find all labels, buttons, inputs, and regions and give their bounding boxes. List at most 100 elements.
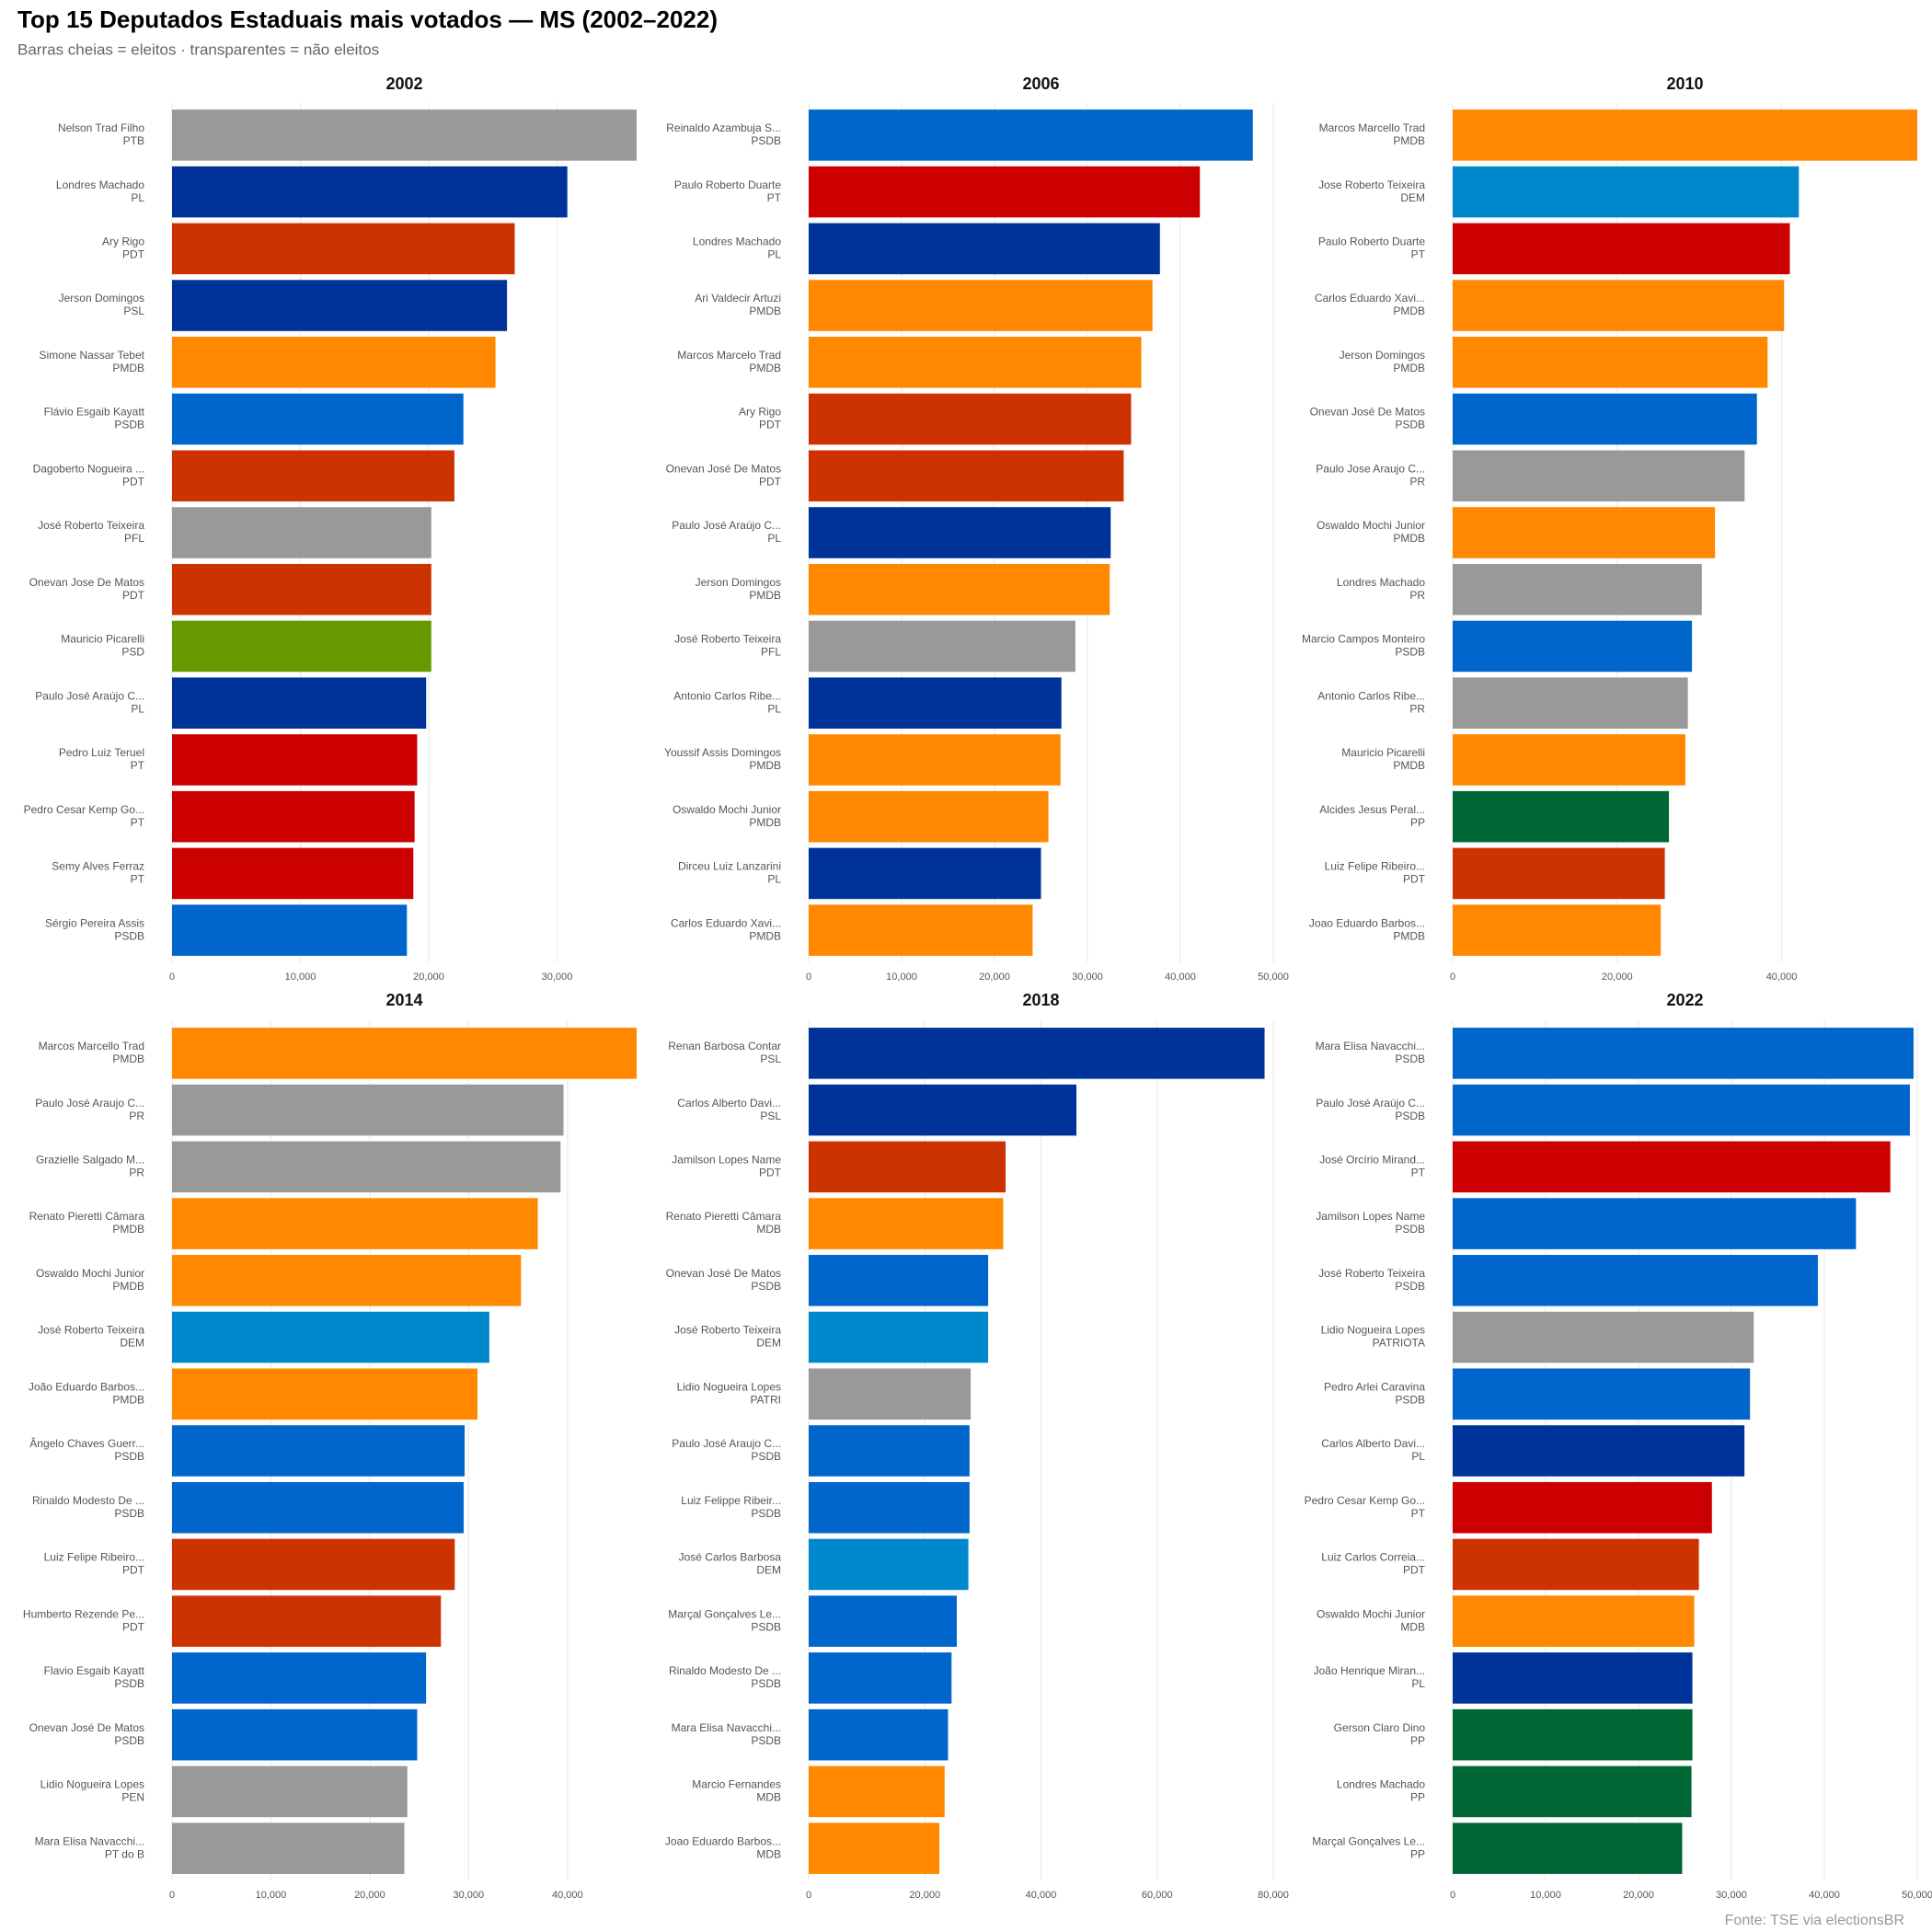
panel-title: 2014	[385, 991, 422, 1009]
bar	[172, 393, 464, 445]
category-label: Lidio Nogueira Lopes	[40, 1778, 144, 1791]
category-label: Luiz Carlos Correia...	[1321, 1551, 1425, 1564]
category-label: Oswaldo Mochi Junior	[1317, 519, 1425, 532]
category-label: Pedro Cesar Kemp Go...	[1305, 1494, 1425, 1507]
party-label: PSDB	[751, 1620, 781, 1633]
bar	[172, 280, 508, 331]
x-tick-label: 50,000	[1902, 1890, 1932, 1901]
party-label: DEM	[1400, 191, 1425, 204]
category-label: Ângelo Chaves Guerr...	[29, 1436, 144, 1450]
category-label: Lidio Nogueira Lopes	[677, 1380, 781, 1393]
x-tick-label: 30,000	[1072, 972, 1103, 983]
panel-title: 2018	[1022, 991, 1059, 1009]
category-label: Paulo José Araujo C...	[35, 1097, 144, 1110]
bar	[1453, 1368, 1751, 1420]
party-label: PL	[131, 702, 144, 715]
x-tick-label: 0	[169, 972, 175, 983]
party-label: PSDB	[1395, 1393, 1425, 1406]
category-label: Marcio Campos Monteiro	[1302, 633, 1425, 646]
bar	[1453, 563, 1702, 615]
bar	[809, 677, 1062, 729]
party-label: PDT	[122, 475, 145, 488]
category-label: Luiz Felipe Ribeiro...	[44, 1551, 144, 1564]
x-tick-label: 20,000	[909, 1890, 940, 1901]
party-label: PDT	[759, 419, 782, 431]
bar	[172, 1595, 442, 1647]
bar	[172, 1198, 538, 1249]
category-label: Onevan José De Matos	[666, 462, 781, 475]
bar	[809, 1765, 945, 1818]
bar	[809, 450, 1124, 502]
bar	[809, 790, 1049, 843]
bar	[172, 1652, 427, 1704]
party-label: PATRIOTA	[1373, 1337, 1425, 1350]
bar	[172, 790, 415, 843]
category-label: Gerson Claro Dino	[1334, 1721, 1426, 1734]
party-label: PL	[1411, 1450, 1425, 1463]
party-label: MDB	[756, 1791, 781, 1804]
category-label: Londres Machado	[1337, 1778, 1425, 1791]
category-label: Carlos Eduardo Xavi...	[1315, 292, 1425, 305]
party-label: PT	[767, 191, 782, 204]
bar	[1453, 1652, 1693, 1704]
category-label: Paulo José Araújo C...	[672, 519, 781, 532]
bar	[809, 166, 1201, 218]
category-label: Marcos Marcelo Trad	[677, 349, 781, 362]
category-label: Onevan José De Matos	[29, 1721, 144, 1734]
bar	[1453, 507, 1716, 558]
bar	[172, 1311, 489, 1363]
party-label: PMDB	[749, 816, 781, 829]
party-label: PSD	[121, 646, 144, 659]
party-label: DEM	[756, 1337, 781, 1350]
party-label: PMDB	[112, 1393, 144, 1406]
x-tick-label: 40,000	[1766, 972, 1798, 983]
bar	[1453, 337, 1768, 388]
category-label: José Orcírio Mirand...	[1319, 1154, 1425, 1167]
bar	[172, 1084, 564, 1136]
party-label: PMDB	[112, 362, 144, 374]
party-label: PSDB	[114, 1677, 144, 1690]
bar	[1453, 677, 1688, 729]
category-label: Renan Barbosa Contar	[668, 1040, 781, 1052]
category-label: Youssif Assis Domingos	[664, 746, 781, 759]
bar	[809, 1708, 949, 1761]
x-tick-label: 40,000	[1165, 972, 1196, 983]
bar	[172, 450, 454, 502]
category-label: Rinaldo Modesto De ...	[669, 1664, 781, 1677]
bar	[1453, 847, 1665, 900]
category-label: Mauricio Picarelli	[61, 633, 144, 646]
bar	[809, 1823, 940, 1874]
party-label: PMDB	[749, 305, 781, 317]
bar	[809, 337, 1142, 388]
category-label: Lidio Nogueira Lopes	[1321, 1324, 1425, 1337]
bar	[809, 1198, 1004, 1249]
category-label: Pedro Cesar Kemp Go...	[24, 803, 144, 816]
bar	[809, 1028, 1265, 1079]
bar	[809, 393, 1132, 445]
party-label: PP	[1410, 816, 1425, 829]
bar	[1453, 1425, 1745, 1477]
bar	[1453, 280, 1785, 331]
bar	[809, 1652, 952, 1704]
bar	[172, 563, 431, 615]
x-tick-label: 10,000	[886, 972, 917, 983]
bar	[809, 1141, 1006, 1193]
category-label: José Roberto Teixeira	[38, 1324, 144, 1337]
bar	[809, 904, 1033, 956]
bar	[809, 734, 1061, 786]
page-title: Top 15 Deputados Estaduais mais votados …	[17, 6, 718, 33]
party-label: PSDB	[1395, 419, 1425, 431]
category-label: João Henrique Miran...	[1314, 1664, 1425, 1677]
category-label: José Roberto Teixeira	[674, 633, 781, 646]
category-label: Onevan Jose De Matos	[29, 576, 144, 589]
bar	[172, 1028, 637, 1079]
bar	[172, 1823, 405, 1874]
bar	[809, 280, 1153, 331]
bar	[809, 507, 1111, 558]
bar	[1453, 1481, 1712, 1534]
party-label: PMDB	[1393, 759, 1425, 772]
panel-title: 2002	[385, 75, 422, 93]
party-label: PT	[1411, 248, 1426, 261]
party-label: PSDB	[114, 1507, 144, 1520]
category-label: Jamilson Lopes Name	[672, 1154, 781, 1167]
